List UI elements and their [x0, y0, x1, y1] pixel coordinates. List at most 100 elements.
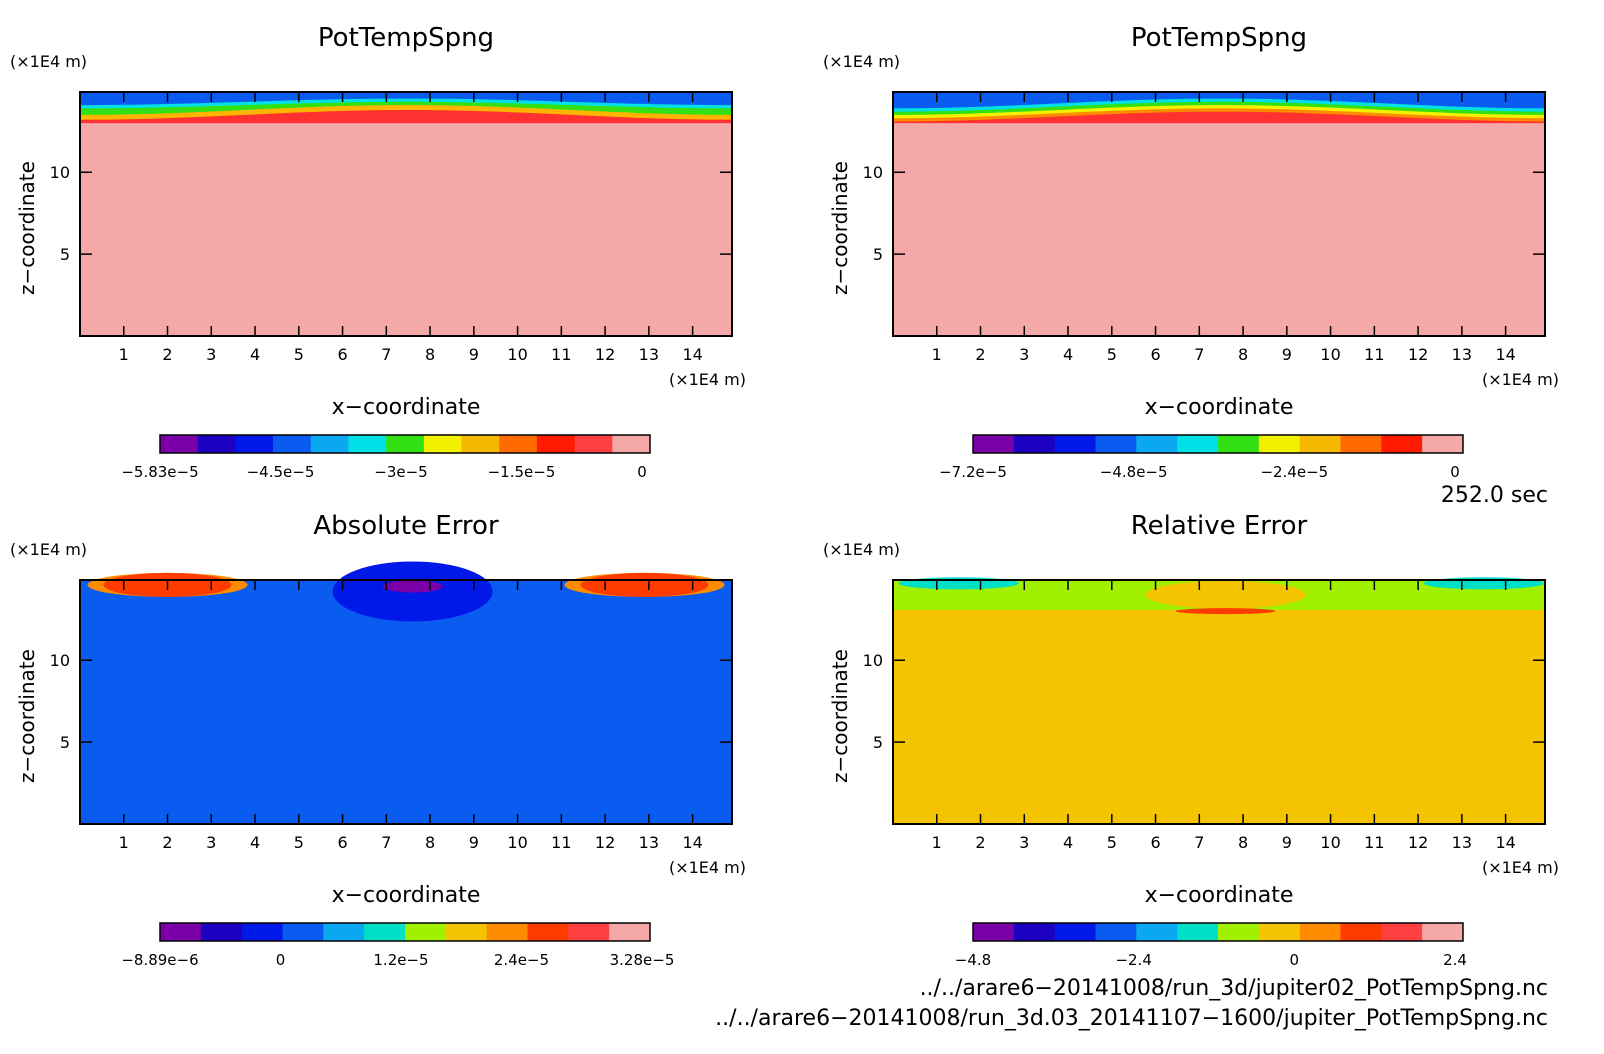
x-tick-label: 7 — [1194, 833, 1204, 852]
colorbar-swatch — [973, 923, 1015, 941]
colorbar-swatch — [1177, 435, 1219, 453]
panel-4: Relative Error(×1E4 m)1 2 3 4 5 6 7 8 9 10 11 12 13 1… — [823, 511, 1559, 969]
x-tick-label: 9 — [1282, 345, 1292, 364]
colorbar-swatch — [1095, 923, 1137, 941]
colorbar-tick-label: −3e−5 — [374, 463, 427, 481]
contour-field — [80, 561, 732, 824]
x-axis-label: x−coordinate — [332, 395, 481, 420]
x-tick-label: 11 — [551, 833, 571, 852]
x-tick-label: 1 — [932, 345, 942, 364]
y-unit-label: (×1E4 m) — [823, 540, 900, 559]
y-tick-label: 5 — [873, 245, 883, 264]
y-tick-label: 10 — [50, 651, 70, 670]
colorbar-swatch — [486, 923, 528, 941]
x-tick-label: 11 — [551, 345, 571, 364]
plot-frame — [892, 91, 1546, 337]
x-unit-label: (×1E4 m) — [1482, 858, 1559, 877]
colorbar-tick-label: −4.8e−5 — [1100, 463, 1168, 481]
x-tick-label: 13 — [639, 833, 659, 852]
x-tick-label: 9 — [1282, 833, 1292, 852]
contour-band-5 — [80, 92, 732, 106]
x-tick-label: 12 — [1408, 833, 1428, 852]
x-tick-label: 4 — [250, 345, 260, 364]
colorbar-swatch — [1340, 923, 1382, 941]
colorbar-swatch — [273, 435, 312, 453]
colorbar-swatch — [499, 435, 538, 453]
colorbar-tick-label: −1.5e−5 — [488, 463, 556, 481]
x-tick-label: 14 — [1495, 833, 1515, 852]
x-tick-label: 5 — [294, 833, 304, 852]
colorbar-swatch — [1136, 435, 1178, 453]
colorbar-tick-label: −4.8 — [955, 951, 991, 969]
x-tick-label: 13 — [1452, 833, 1472, 852]
file-path-1: ../../arare6−20141008/run_3d/jupiter02_P… — [920, 976, 1548, 1001]
colorbar-tick-label: −2.4 — [1115, 951, 1151, 969]
colorbar-swatch — [612, 435, 651, 453]
x-tick-label: 12 — [595, 833, 615, 852]
plot-frame — [892, 579, 1546, 825]
x-tick-label: 7 — [381, 833, 391, 852]
colorbar-tick-label: 2.4 — [1443, 951, 1467, 969]
colorbar-frame — [972, 922, 1464, 942]
panel-3: Absolute Error(×1E4 m)1 2 3 4 5 6 7 8 9 10 11 12 13 1… — [10, 511, 746, 969]
colorbar-swatch — [574, 435, 613, 453]
colorbar-swatch — [310, 435, 349, 453]
x-tick-label: 13 — [639, 345, 659, 364]
x-unit-label: (×1E4 m) — [1482, 370, 1559, 389]
y-tick-label: 5 — [60, 245, 70, 264]
colorbar-swatch — [536, 435, 576, 453]
colorbar-swatch — [200, 923, 243, 941]
x-tick-label: 2 — [975, 833, 985, 852]
colorbar-swatch — [1340, 435, 1382, 453]
x-tick-label: 6 — [1150, 833, 1160, 852]
x-tick-label: 6 — [1150, 345, 1160, 364]
y-tick-label: 10 — [50, 163, 70, 182]
contour-field — [893, 92, 1545, 336]
x-tick-label: 10 — [1320, 833, 1340, 852]
x-tick-label: 4 — [250, 833, 260, 852]
y-tick-label: 5 — [873, 733, 883, 752]
colorbar-swatch — [364, 923, 406, 941]
x-tick-label: 4 — [1063, 345, 1073, 364]
x-tick-label: 2 — [975, 345, 985, 364]
x-axis-label: x−coordinate — [1145, 395, 1294, 420]
panel-1: PotTempSpng(×1E4 m)1 2 3 4 5 6 7 8 9 10 11 12 13 1451… — [10, 23, 746, 481]
colorbar-tick-label: −5.83e−5 — [121, 463, 198, 481]
positive-error-lobe-4 — [580, 572, 709, 597]
y-tick-label: 5 — [60, 733, 70, 752]
colorbar-swatch — [609, 923, 651, 941]
colorbar-swatch — [1299, 923, 1341, 941]
x-tick-label: 9 — [469, 833, 479, 852]
y-axis-label: z−coordinate — [15, 649, 39, 783]
colorbar-swatch — [197, 435, 236, 453]
colorbar-tick-label: −7.2e−5 — [939, 463, 1007, 481]
y-unit-label: (×1E4 m) — [823, 52, 900, 71]
x-tick-label: 14 — [1495, 345, 1515, 364]
y-tick-label: 10 — [863, 651, 883, 670]
field-background — [893, 92, 1545, 336]
colorbar-frame — [159, 922, 651, 942]
x-unit-label: (×1E4 m) — [669, 858, 746, 877]
colorbar-swatch — [1381, 435, 1423, 453]
x-tick-label: 1 — [119, 345, 129, 364]
colorbar-swatch — [445, 923, 488, 941]
colorbar-swatch — [1422, 923, 1464, 941]
colorbar-swatch — [348, 435, 387, 453]
colorbar-swatch — [568, 923, 610, 941]
panel-title: Relative Error — [1131, 511, 1308, 541]
contour-band-6 — [893, 92, 1545, 109]
x-tick-label: 11 — [1364, 345, 1384, 364]
colorbar-swatch — [323, 923, 365, 941]
colorbar-swatch — [160, 435, 199, 453]
y-axis-label: z−coordinate — [828, 649, 852, 783]
colorbar-swatch — [461, 435, 500, 453]
file-path-2: ../../arare6−20141008/run_3d.03_20141107… — [715, 1006, 1548, 1031]
x-tick-label: 14 — [682, 345, 702, 364]
x-unit-label: (×1E4 m) — [669, 370, 746, 389]
colorbar-swatch — [1054, 435, 1096, 453]
x-tick-label: 2 — [162, 345, 172, 364]
x-tick-label: 8 — [425, 345, 435, 364]
relative-error-core — [1145, 580, 1306, 609]
colorbar-swatch — [1013, 923, 1056, 941]
time-label: 252.0 sec — [1441, 483, 1548, 508]
